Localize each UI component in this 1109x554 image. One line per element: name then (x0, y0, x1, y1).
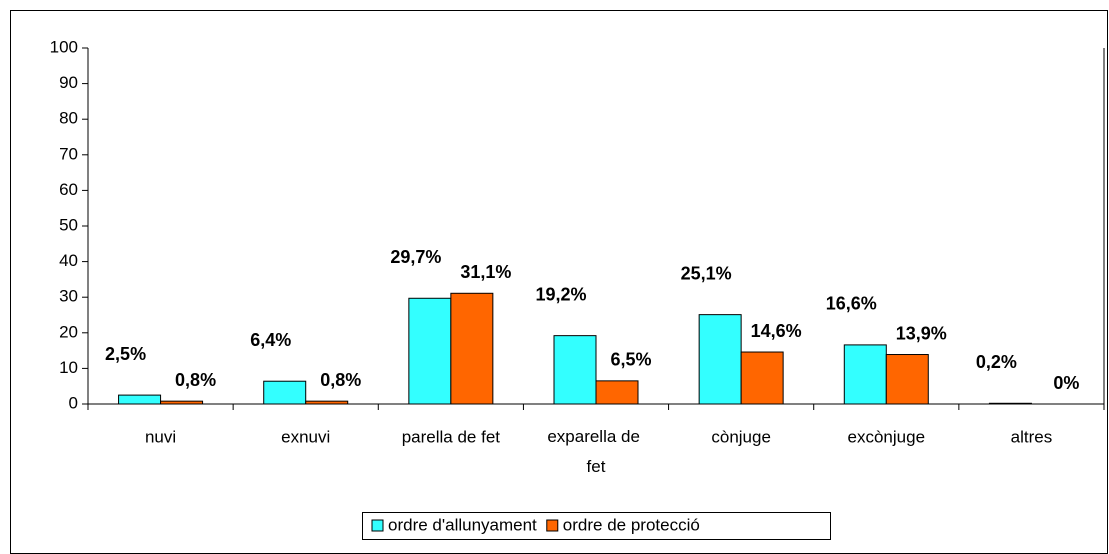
value-label: 14,6% (751, 321, 802, 341)
chart-border (10, 10, 1108, 554)
y-tick-label: 50 (59, 215, 78, 234)
value-label: 25,1% (681, 263, 732, 283)
value-label: 0,8% (175, 370, 216, 390)
bar (843, 344, 887, 405)
y-tick-label: 70 (59, 144, 78, 163)
value-label: 2,5% (105, 344, 146, 364)
value-label: 31,1% (460, 262, 511, 282)
y-tick-label: 30 (59, 287, 78, 306)
x-tick-label-line: exparella de (547, 427, 644, 446)
x-tick-label-line: fet (587, 457, 606, 476)
bar (740, 351, 784, 405)
value-label: 0% (1053, 373, 1079, 393)
y-tick-label: 80 (59, 109, 78, 128)
bar (885, 354, 929, 405)
x-tick-label: altres (1011, 427, 1053, 446)
value-label: 19,2% (535, 284, 586, 304)
bar (450, 292, 494, 405)
value-label: 6,5% (610, 350, 651, 370)
y-tick-label: 40 (59, 251, 78, 270)
x-tick-label: nuvi (145, 427, 176, 446)
bar (118, 394, 162, 405)
value-label: 16,6% (826, 294, 877, 314)
x-tick-label: parella de fet (402, 427, 501, 446)
value-label: 0,8% (320, 370, 361, 390)
y-tick-label: 0 (69, 393, 78, 412)
y-tick-label: 90 (59, 73, 78, 92)
bar (408, 297, 452, 405)
y-tick-label: 10 (59, 358, 78, 377)
value-label: 13,9% (896, 323, 947, 343)
legend-label: ordre d'allunyament (388, 515, 537, 534)
bar (160, 400, 204, 405)
value-label: 0,2% (976, 352, 1017, 372)
value-label: 6,4% (250, 330, 291, 350)
legend-box (362, 512, 831, 540)
x-tick-label: exparella de fet (547, 427, 644, 476)
legend-label: ordre de protecció (563, 515, 700, 534)
y-tick-label: 20 (59, 322, 78, 341)
y-tick-label: 100 (50, 37, 78, 56)
x-tick-label: cònjuge (711, 427, 771, 446)
bar (595, 380, 639, 405)
legend-swatch (546, 519, 559, 532)
bar (263, 380, 307, 405)
bar (988, 402, 1032, 405)
value-label: 29,7% (390, 247, 441, 267)
y-tick-label: 60 (59, 180, 78, 199)
bar (305, 400, 349, 405)
x-tick-label: excònjuge (848, 427, 926, 446)
x-tick-label: exnuvi (281, 427, 330, 446)
legend-swatch (371, 519, 384, 532)
bar (553, 335, 597, 405)
bar (698, 314, 742, 405)
